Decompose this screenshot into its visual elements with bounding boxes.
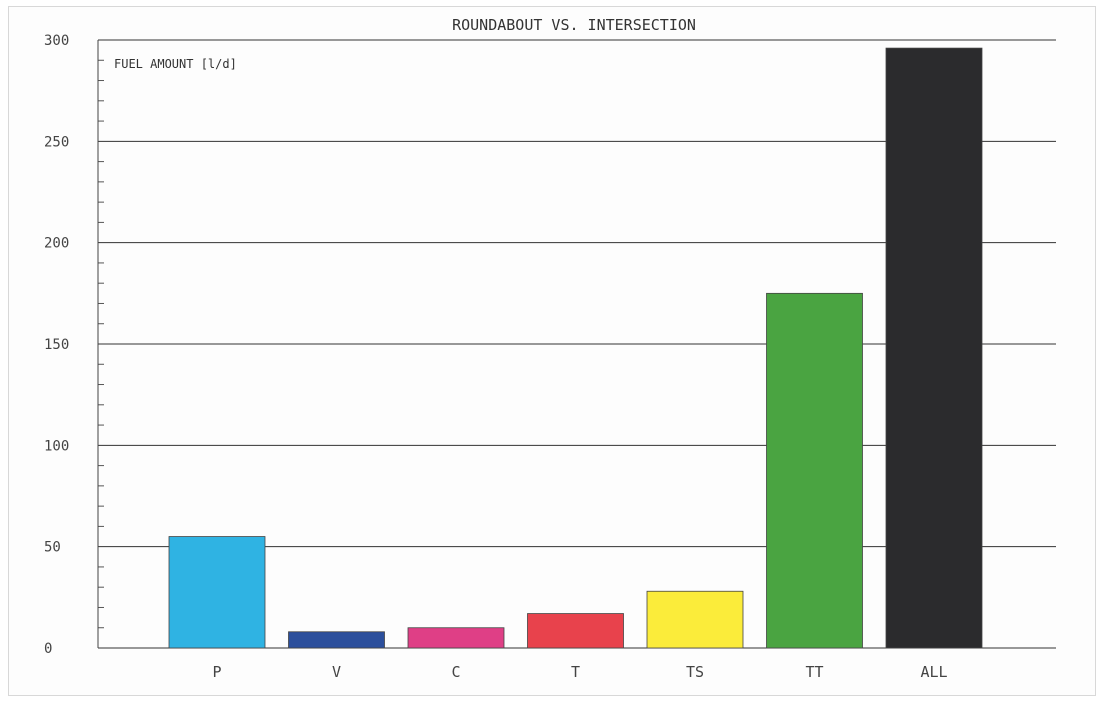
y-axis-label: FUEL AMOUNT [l/d]: [114, 57, 237, 71]
bar-p: [168, 536, 266, 649]
y-tick-label: 300: [44, 33, 69, 49]
bar-ts: [646, 590, 744, 649]
x-tick-label: V: [332, 663, 341, 681]
y-axis-minor-ticks: [98, 59, 104, 629]
bar-v: [288, 631, 385, 649]
x-tick-label: P: [212, 663, 221, 681]
y-tick-label: 100: [44, 438, 69, 454]
chart-title: ROUNDABOUT VS. INTERSECTION: [452, 16, 696, 34]
y-tick-label: 50: [44, 540, 61, 556]
x-tick-label: ALL: [920, 663, 947, 681]
bar-c: [407, 627, 505, 649]
bar-t: [527, 613, 624, 649]
y-tick-label: 250: [44, 134, 69, 150]
x-axis-tick-labels: P V C T TS TT ALL: [212, 663, 947, 681]
bar-all: [885, 47, 983, 649]
y-tick-label: 0: [44, 641, 52, 657]
y-tick-label: 150: [44, 337, 69, 353]
y-tick-label: 200: [44, 236, 69, 252]
x-tick-label: C: [451, 663, 460, 681]
bar-tt: [766, 292, 863, 649]
x-tick-label: T: [571, 663, 580, 681]
x-tick-label: TS: [686, 663, 704, 681]
y-axis-tick-labels: 0 50 100 150 200 250 300: [44, 33, 69, 657]
bars: [168, 47, 983, 649]
x-tick-label: TT: [805, 663, 823, 681]
